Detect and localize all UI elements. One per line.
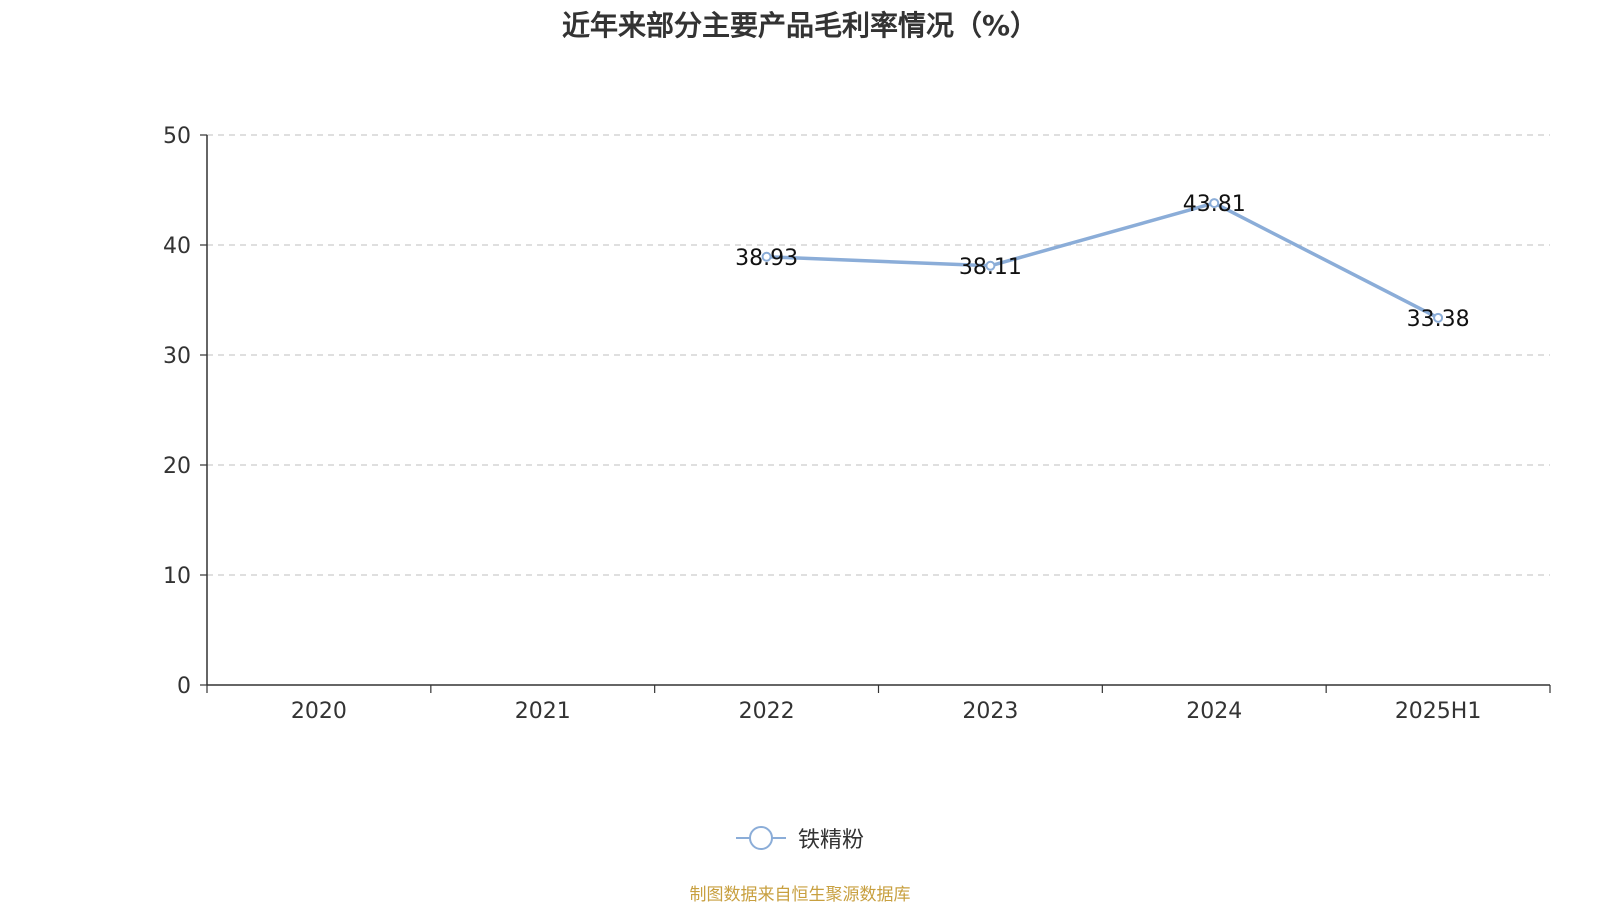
data-labels: 38.93 38.11 43.81 33.38 bbox=[735, 192, 1469, 332]
data-point bbox=[1209, 198, 1220, 209]
data-label: 38.11 bbox=[959, 255, 1022, 280]
x-tick-label: 2024 bbox=[1186, 699, 1242, 724]
chart-title: 近年来部分主要产品毛利率情况（%） bbox=[561, 9, 1039, 42]
legend-marker-icon bbox=[735, 826, 786, 850]
y-tick-label: 50 bbox=[163, 124, 191, 149]
series-line bbox=[766, 201, 1439, 320]
y-tick-label: 0 bbox=[177, 674, 191, 699]
data-label: 38.93 bbox=[735, 246, 798, 271]
legend-label: 铁精粉 bbox=[797, 828, 864, 853]
data-point bbox=[761, 251, 772, 262]
x-tick-label: 2020 bbox=[291, 699, 347, 724]
x-tick-label: 2022 bbox=[739, 699, 795, 724]
x-tick-label: 2025H1 bbox=[1395, 699, 1482, 724]
legend[interactable]: 铁精粉 bbox=[0, 822, 1600, 854]
grid-lines bbox=[207, 134, 1550, 576]
x-tick-label: 2021 bbox=[515, 699, 571, 724]
y-tick-label: 40 bbox=[163, 234, 191, 259]
data-label: 43.81 bbox=[1183, 192, 1246, 217]
source-note: 制图数据来自恒生聚源数据库 bbox=[689, 885, 911, 905]
x-tick-label: 2023 bbox=[962, 699, 1018, 724]
data-point bbox=[1433, 312, 1444, 323]
y-tick-label: 30 bbox=[163, 344, 191, 369]
y-tick-label: 10 bbox=[163, 564, 191, 589]
data-label: 33.38 bbox=[1407, 307, 1470, 332]
axes: 0 10 20 30 40 50 2020 2021 2022 2023 2024 2025H1 bbox=[163, 124, 1551, 724]
data-point bbox=[985, 260, 996, 271]
series-layer bbox=[761, 198, 1444, 323]
y-tick-label: 20 bbox=[163, 454, 191, 479]
